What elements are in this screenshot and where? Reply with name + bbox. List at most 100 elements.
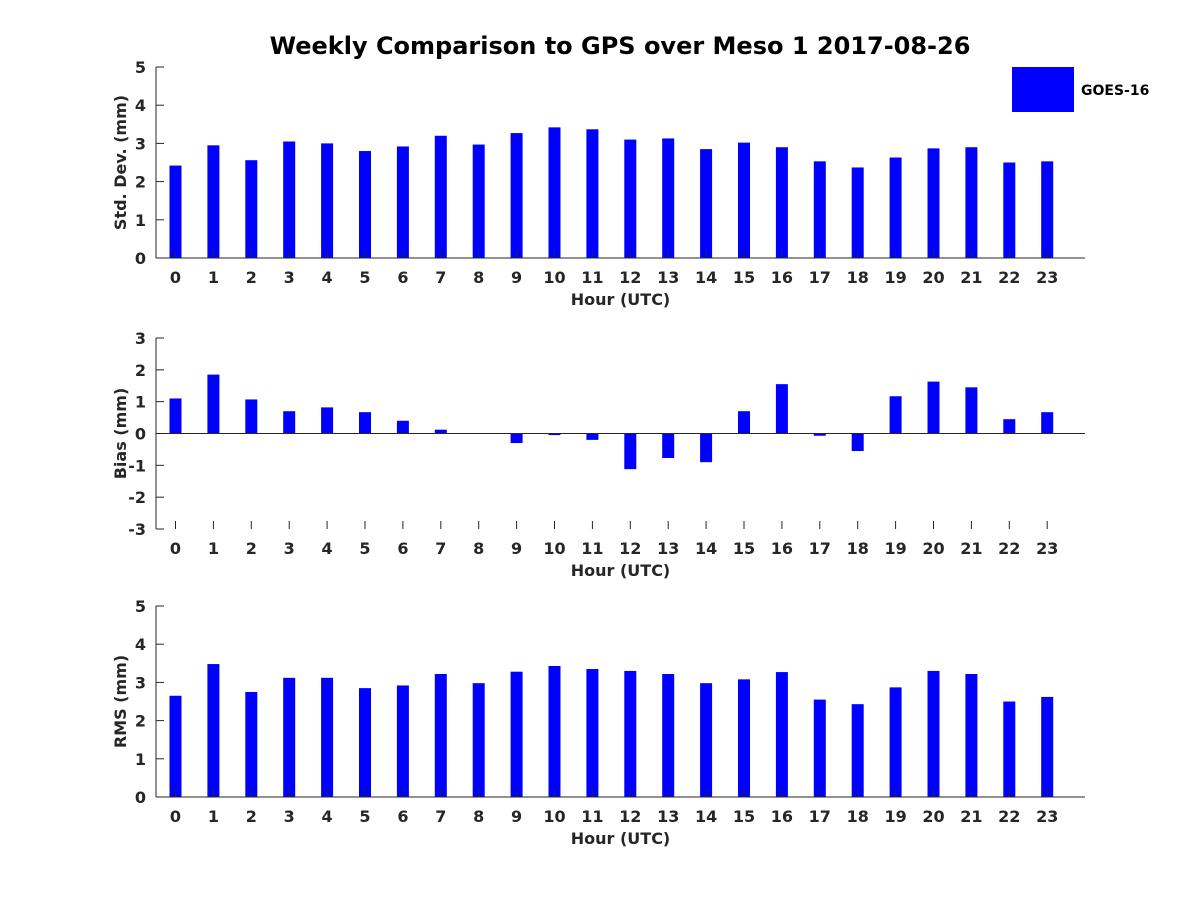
y-tick-label: 0 [135,788,146,807]
x-tick-label: 19 [884,268,906,287]
x-tick-label: 1 [208,807,219,826]
y-tick-label: 4 [135,96,146,115]
bar-hour-14 [700,433,713,463]
bar-hour-12 [624,670,637,797]
x-tick-label: 11 [581,268,603,287]
bar-hour-20 [927,670,940,797]
y-axis-label: Std. Dev. (mm) [111,95,130,230]
x-tick-label: 12 [619,268,641,287]
x-tick-label: 11 [581,539,603,558]
bar-hour-1 [207,145,220,258]
bar-hour-10 [548,665,561,797]
x-tick-label: 16 [771,268,793,287]
bar-hour-15 [738,411,750,434]
x-tick-label: 0 [170,539,181,558]
x-tick-label: 6 [397,268,408,287]
x-tick-label: 2 [246,539,257,558]
bar-hour-23 [1041,412,1054,434]
legend-swatch [1012,67,1074,112]
y-tick-label: 5 [135,597,146,616]
bar-hour-9 [510,133,523,258]
x-tick-label: 18 [847,268,869,287]
bar-hour-4 [321,143,334,258]
bar-hour-0 [169,165,182,258]
x-tick-label: 2 [246,268,257,287]
x-axis-label: Hour (UTC) [571,290,671,309]
bar-hour-21 [965,674,978,797]
x-tick-label: 7 [435,539,446,558]
bar-hour-11 [586,669,599,797]
x-tick-label: 18 [847,807,869,826]
x-tick-label: 0 [170,807,181,826]
x-tick-label: 23 [1036,807,1058,826]
bar-hour-17 [813,433,826,436]
y-tick-label: 5 [135,58,146,77]
bar-hour-2 [245,691,258,797]
y-tick-label: 2 [135,173,146,192]
bar-hour-2 [245,160,258,258]
bar-hour-22 [1003,701,1016,797]
y-tick-label: -2 [128,488,146,507]
x-tick-label: 19 [884,539,906,558]
x-tick-label: 23 [1036,268,1058,287]
x-tick-label: 21 [960,268,982,287]
bar-hour-19 [889,157,902,258]
bar-hour-16 [775,384,788,434]
x-tick-label: 16 [771,807,793,826]
bar-hour-4 [321,407,334,434]
y-tick-label: 3 [135,329,146,348]
y-tick-label: 0 [135,249,146,268]
bar-hour-12 [624,139,637,258]
bar-hour-7 [434,429,447,434]
x-tick-label: 22 [998,807,1020,826]
bar-hour-12 [624,433,637,470]
x-tick-label: 2 [246,807,257,826]
bar-hour-7 [434,674,447,797]
bar-hour-14 [700,683,713,797]
bar-hour-23 [1041,161,1054,258]
y-tick-label: 2 [135,712,146,731]
x-tick-label: 14 [695,539,717,558]
x-tick-label: 5 [359,807,370,826]
y-tick-label: -1 [128,456,146,475]
x-tick-label: 18 [847,539,869,558]
bar-hour-18 [851,433,864,452]
x-tick-label: 6 [397,807,408,826]
x-tick-label: 19 [884,807,906,826]
y-tick-label: 3 [135,134,146,153]
bar-hour-15 [738,679,750,797]
x-tick-label: 3 [284,268,295,287]
x-tick-label: 20 [922,539,944,558]
bar-hour-17 [813,699,826,797]
bar-hour-3 [283,677,296,797]
x-tick-label: 16 [771,539,793,558]
x-axis-label: Hour (UTC) [571,561,671,580]
bar-hour-16 [775,672,788,797]
x-tick-label: 7 [435,807,446,826]
x-tick-label: 22 [998,268,1020,287]
bar-hour-22 [1003,419,1016,434]
bar-hour-5 [359,412,371,434]
bar-hour-15 [738,142,750,258]
legend: GOES-16 [1012,67,1149,112]
y-tick-label: -3 [128,520,146,539]
x-tick-label: 12 [619,807,641,826]
x-tick-label: 10 [543,268,565,287]
y-tick-label: 4 [135,635,146,654]
bar-hour-6 [396,685,409,797]
bar-hour-10 [548,127,561,258]
bar-hour-21 [965,147,978,258]
x-tick-label: 14 [695,807,717,826]
y-tick-label: 1 [135,211,146,230]
chart-title: Weekly Comparison to GPS over Meso 1 201… [270,32,971,60]
bar-hour-6 [396,420,409,434]
bar-hour-22 [1003,162,1016,258]
bar-hour-0 [169,398,182,434]
bar-hour-17 [813,161,826,258]
x-tick-label: 17 [809,539,831,558]
